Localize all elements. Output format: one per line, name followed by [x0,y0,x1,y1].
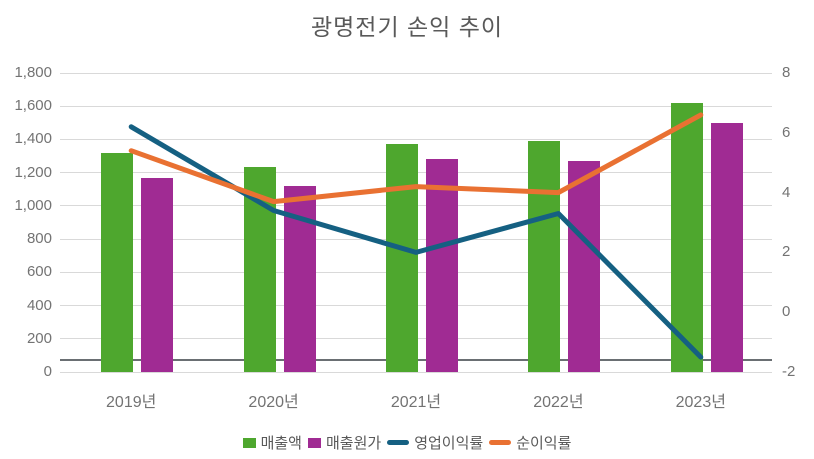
y2-tick-label: 4 [782,183,791,201]
line-net-margin [128,112,704,205]
chart-title: 광명전기 손익 추이 [310,14,504,40]
x-tick-label-2023년: 2023년 [675,394,726,411]
y2-tick-label: 8 [782,64,791,81]
legend-label-operating-margin: 영업이익률 [414,435,484,452]
line-series-layer [128,112,704,360]
x-tick-label-2021년: 2021년 [390,394,442,411]
legend-label-net-margin: 순이익률 [516,435,572,452]
y2-tick-label: -2 [782,363,796,380]
y1-tick-label: 1,800 [14,64,52,81]
legend-label-cost-of-sales: 매출원가 [325,435,382,452]
y1-tick-label: 600 [26,263,52,281]
legend-item-revenue: 매출액 [242,432,302,453]
bar-revenue-2023년 [670,102,703,372]
y1-tick-label: 1,400 [14,130,52,148]
x-tick-label-2022년: 2022년 [533,394,584,411]
y2-tick-label: 6 [782,123,791,141]
bar-revenue-2021년 [386,143,418,372]
bar-cost-of-sales-2019년 [141,177,174,372]
y1-tick-label: 400 [26,296,52,314]
gridline [60,371,772,373]
legend-swatch-net-margin [489,440,512,445]
legend-swatch-cost-of-sales [307,437,321,448]
legend: 매출액 매출원가 영업이익률 순이익률 [0,432,814,453]
gridline [60,138,772,140]
legend-item-net-margin: 순이익률 [489,432,571,453]
y1-tick-label: 200 [26,329,52,347]
legend-label-revenue: 매출액 [260,435,302,452]
x-tick-label-2020년: 2020년 [248,394,299,411]
legend-swatch-operating-margin [387,440,410,445]
legend-item-operating-margin: 영업이익률 [387,432,483,453]
y1-tick-label: 1,200 [14,163,52,181]
x-tick-label-2019년: 2019년 [106,394,157,411]
legend-item-cost-of-sales: 매출원가 [307,432,382,453]
y1-tick-label: 800 [26,230,52,248]
y2-tick-label: 2 [782,243,791,261]
y1-tick-label: 1,600 [14,97,52,115]
gridline [60,72,772,74]
y2-tick-label: 0 [782,303,791,321]
y1-tick-label: 0 [43,363,52,380]
legend-swatch-revenue [242,437,256,448]
y1-tick-label: 1,000 [14,196,52,214]
plot-area [60,72,772,373]
bar-revenue-2022년 [528,141,561,372]
bar-revenue-2019년 [101,152,134,372]
gridline [60,105,772,107]
bar-cost-of-sales-2022년 [568,161,601,372]
bar-cost-of-sales-2023년 [710,122,743,372]
bar-cost-of-sales-2021년 [426,159,458,372]
